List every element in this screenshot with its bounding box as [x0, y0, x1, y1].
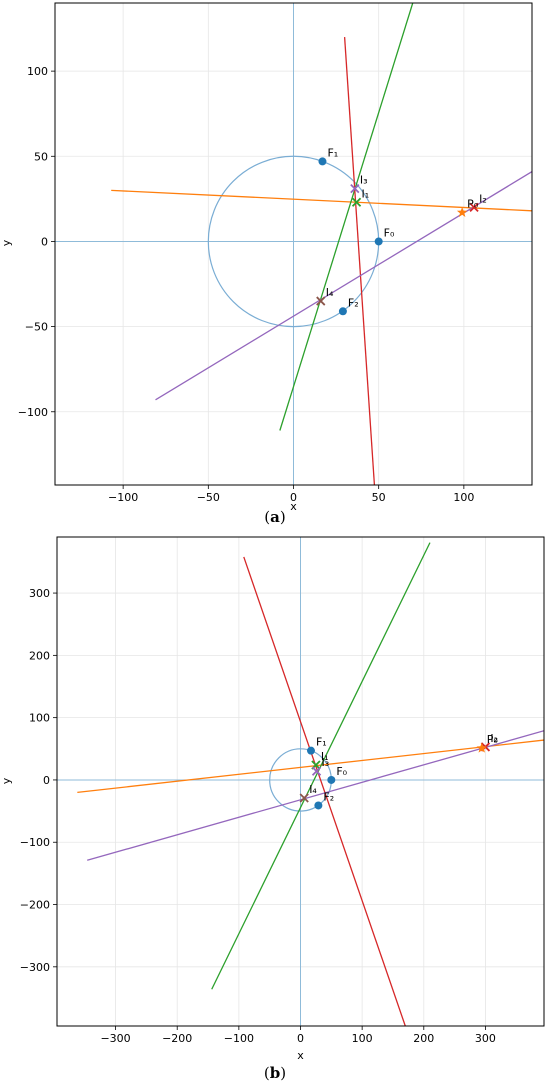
point-label-I₃: I₃: [322, 756, 330, 769]
series-line-1: [211, 542, 431, 990]
marker-point-F₀: [327, 775, 336, 784]
y-tick-label: −100: [18, 406, 48, 419]
chart-panel-b: F₀ F₁ F₂ I₁ I₂ I₃ I₄ P₀ −300 −200 −100 0 100 200 300 −3…: [0, 536, 545, 1082]
point-label-I₂: I₂: [490, 732, 498, 745]
y-tick-label: −200: [20, 899, 50, 912]
x-tick-label: 300: [475, 1032, 496, 1045]
y-tick-label: 100: [29, 712, 50, 725]
plot-area: F₀ F₁ F₂ I₁ I₂ I₃ I₄ P₀: [55, 3, 532, 485]
marker-point-F₁: [318, 157, 327, 166]
series-line-0: [77, 739, 544, 794]
point-label-I₃: I₃: [360, 174, 368, 187]
y-tick-label: 200: [29, 649, 50, 662]
y-tick-label: 50: [34, 150, 48, 163]
x-tick-label: 100: [352, 1032, 373, 1045]
x-tick-label: −200: [162, 1032, 192, 1045]
series-line-0: [111, 189, 532, 212]
point-label-F₂: F₂: [323, 790, 334, 803]
point-label-F₀: F₀: [336, 765, 347, 778]
series-line-2: [343, 37, 376, 485]
x-tick-label: −300: [100, 1032, 130, 1045]
panel-caption: (a): [264, 508, 285, 526]
point-label-I₂: I₂: [479, 192, 487, 205]
marker-point-I₃: [350, 184, 360, 194]
x-tick-label: −100: [224, 1032, 254, 1045]
point-label-I₁: I₁: [362, 187, 370, 200]
series-line-3: [155, 171, 532, 401]
point-label-P₀: P₀: [467, 197, 479, 210]
point-label-P₀: P₀: [487, 733, 499, 746]
marker-point-F₁: [306, 746, 315, 755]
x-axis-label: x: [297, 1049, 304, 1062]
series-line-3: [87, 730, 544, 861]
series-line-2: [243, 556, 406, 1026]
plot-area: F₀ F₁ F₂ I₁ I₂ I₃ I₄ P₀: [57, 537, 544, 1026]
point-label-I₄: I₄: [326, 286, 334, 299]
x-tick-label: 0: [297, 1032, 304, 1045]
marker-point-I₄: [299, 793, 309, 803]
y-tick-label: −300: [20, 961, 50, 974]
marker-point-P₀: [456, 206, 468, 217]
x-tick-label: 0: [290, 491, 297, 504]
marker-point-F₂: [338, 307, 347, 316]
chart-panel-a: F₀ F₁ F₂ I₁ I₂ I₃ I₄ P₀ −100 −50 0 50 100 −100 −50 0 50 1…: [0, 2, 533, 526]
marker-point-I₁: [351, 197, 362, 207]
marker-point-I₄: [316, 296, 326, 306]
y-tick-label: −100: [20, 836, 50, 849]
x-tick-label: 200: [413, 1032, 434, 1045]
point-label-F₁: F₁: [327, 146, 338, 159]
point-label-F₀: F₀: [384, 226, 395, 239]
marker-point-I₂: [469, 202, 479, 213]
panel-caption: (b): [264, 1064, 286, 1082]
y-axis-label: y: [0, 239, 13, 246]
x-tick-label: −100: [108, 491, 138, 504]
marker-point-F₂: [314, 801, 323, 810]
x-axis-label: x: [290, 500, 297, 513]
y-tick-label: 300: [29, 587, 50, 600]
point-label-I₁: I₁: [321, 750, 329, 763]
marker-point-P₀: [476, 742, 487, 753]
x-tick-label: −50: [197, 491, 220, 504]
x-tick-label: 50: [372, 491, 386, 504]
series-line-1: [279, 3, 414, 431]
y-tick-label: −50: [25, 321, 48, 334]
marker-point-I₃: [311, 766, 322, 776]
point-label-F₂: F₂: [348, 296, 359, 309]
x-tick-label: 100: [453, 491, 474, 504]
y-tick-label: 0: [43, 774, 50, 787]
y-tick-label: 100: [27, 65, 48, 78]
y-tick-label: 0: [41, 235, 48, 248]
y-axis-label: y: [0, 777, 13, 784]
point-label-I₄: I₄: [309, 783, 317, 796]
marker-point-F₀: [374, 237, 383, 246]
point-label-F₁: F₁: [316, 736, 327, 749]
